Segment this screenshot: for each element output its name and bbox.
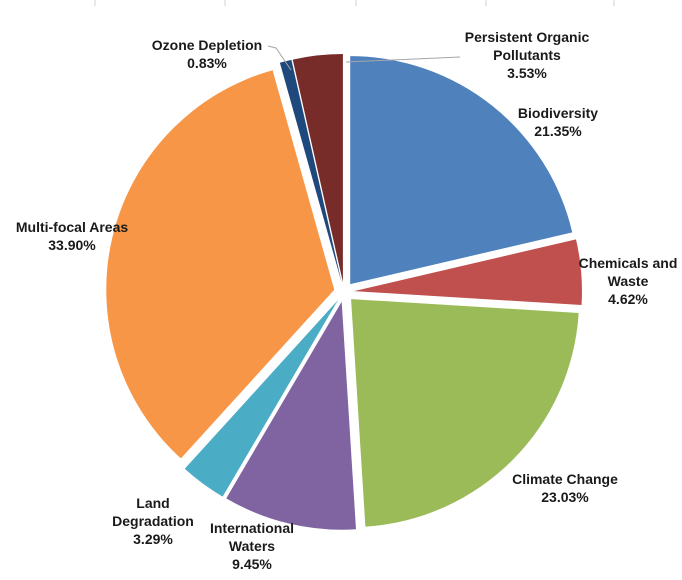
category-label: Waters	[229, 538, 275, 554]
data-label-chemicals-and-waste: Chemicals and Waste 4.62%	[579, 255, 678, 307]
slices-layer	[106, 54, 582, 530]
value-label: 4.62%	[608, 291, 648, 307]
value-label: 21.35%	[534, 123, 582, 139]
category-label: Chemicals and	[579, 255, 678, 271]
data-label-ozone-depletion: Ozone Depletion 0.83%	[152, 37, 262, 71]
category-label: Ozone Depletion	[152, 37, 262, 53]
category-label: Waste	[608, 273, 649, 289]
value-label: 3.53%	[507, 65, 547, 81]
category-label: Multi-focal Areas	[16, 219, 128, 235]
category-label: Pollutants	[493, 47, 561, 63]
data-label-land-degradation: Land Degradation 3.29%	[112, 495, 194, 547]
value-label: 23.03%	[541, 489, 589, 505]
category-label: Degradation	[112, 513, 194, 529]
value-label: 33.90%	[48, 237, 96, 253]
value-label: 0.83%	[187, 55, 227, 71]
data-label-persistent-organic-pollutants: Persistent Organic Pollutants 3.53%	[465, 29, 590, 81]
value-label: 3.29%	[133, 531, 173, 547]
data-label-biodiversity: Biodiversity 21.35%	[518, 105, 598, 139]
category-label: International	[210, 520, 294, 536]
category-label: Biodiversity	[518, 105, 598, 121]
category-label: Persistent Organic	[465, 29, 590, 45]
category-label: Land	[136, 495, 169, 511]
data-label-international-waters: International Waters 9.45%	[210, 520, 294, 572]
category-label: Climate Change	[512, 471, 618, 487]
data-label-climate-change: Climate Change 23.03%	[512, 471, 618, 505]
value-label: 9.45%	[232, 556, 272, 572]
